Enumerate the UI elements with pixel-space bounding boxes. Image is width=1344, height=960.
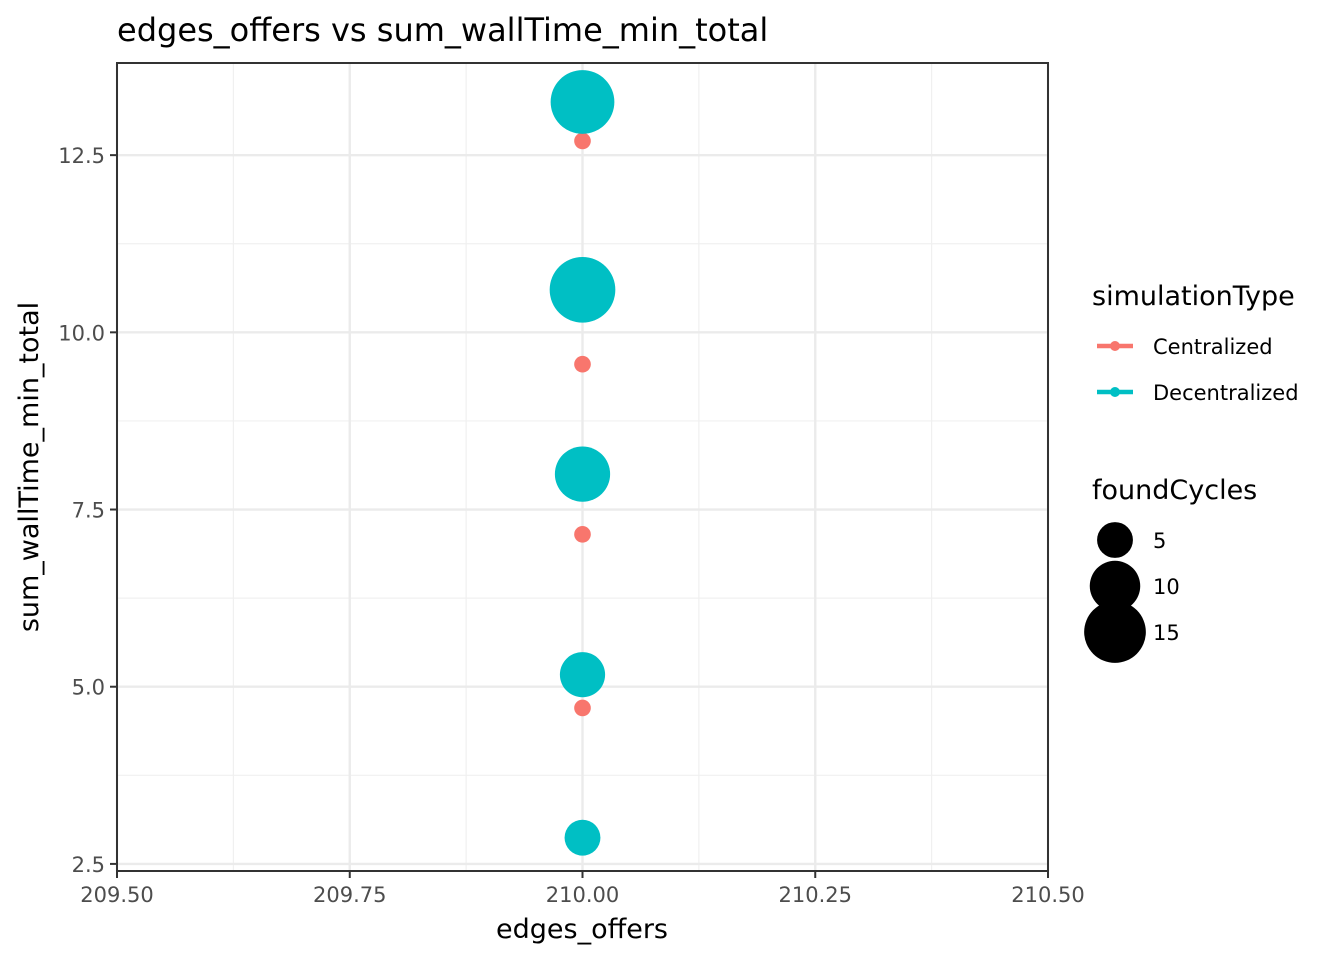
y-tick-label: 2.5 [72, 853, 105, 877]
point-centralized [574, 526, 591, 543]
legend-size-label: 10 [1153, 575, 1180, 599]
point-decentralized [554, 446, 611, 502]
legend-size-title: foundCycles [1092, 475, 1257, 506]
x-axis: 209.50 209.75 210.00 210.25 210.50 [80, 871, 1085, 907]
legend-size-key [1089, 560, 1141, 612]
chart-title: edges_offers vs sum_wallTime_min_total [117, 11, 768, 49]
point-centralized [574, 355, 591, 373]
x-tick-label: 210.25 [779, 883, 852, 907]
legend-size-label: 5 [1153, 529, 1166, 553]
legend-color-key [1110, 387, 1120, 397]
legend-color-title: simulationType [1092, 281, 1295, 312]
point-decentralized [549, 256, 616, 323]
legend-color-key [1110, 341, 1120, 351]
legend-size-key [1097, 522, 1133, 558]
y-tick-label: 7.5 [72, 499, 105, 523]
y-tick-label: 10.0 [58, 321, 105, 345]
x-tick-label: 210.50 [1011, 883, 1084, 907]
x-tick-label: 209.50 [80, 883, 153, 907]
legend-size-key [1084, 601, 1146, 663]
legend-color-label: Decentralized [1153, 381, 1299, 405]
point-decentralized [550, 70, 615, 134]
y-tick-label: 5.0 [72, 676, 105, 700]
y-tick-label: 12.5 [58, 144, 105, 168]
x-tick-label: 209.75 [313, 883, 386, 907]
y-axis-label: sum_wallTime_min_total [14, 302, 45, 632]
x-axis-label: edges_offers [496, 914, 668, 945]
point-centralized [574, 699, 591, 717]
x-tick-label: 210.00 [546, 883, 619, 907]
point-decentralized [559, 652, 606, 698]
y-axis: 2.5 5.0 7.5 10.0 12.5 [58, 144, 117, 877]
legend-found-cycles: foundCycles 5 10 15 [1084, 475, 1257, 663]
legend-size-label: 15 [1153, 621, 1180, 645]
legend-color-label: Centralized [1153, 335, 1273, 359]
point-centralized [574, 132, 591, 150]
data-points [549, 70, 616, 856]
point-decentralized [564, 819, 601, 856]
legend-simulation-type: simulationType Centralized Decentralized [1092, 281, 1299, 405]
